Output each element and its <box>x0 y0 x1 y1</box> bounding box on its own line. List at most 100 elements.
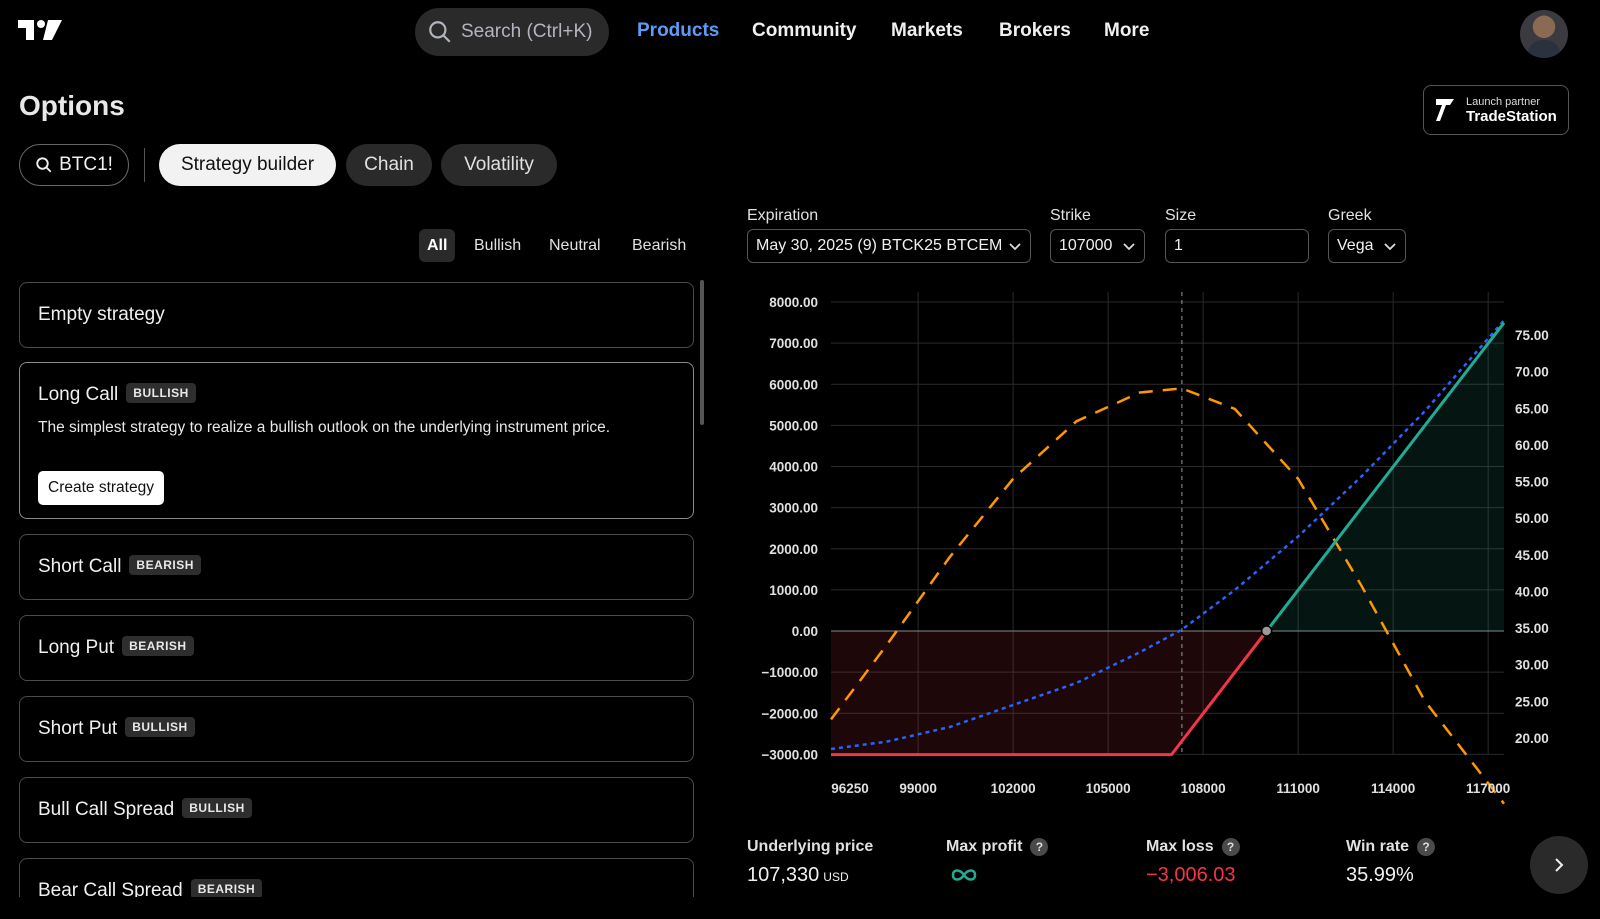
tab-volatility[interactable]: Volatility <box>441 144 557 186</box>
x-axis-tick-label: 105000 <box>1086 781 1131 796</box>
launch-partner-badge[interactable]: Launch partner TradeStation <box>1423 85 1569 135</box>
strategy-card-long-call[interactable]: Long Call BULLISH The simplest strategy t… <box>19 362 694 519</box>
strike-label: Strike <box>1050 207 1091 224</box>
filter-bullish[interactable]: Bullish <box>474 236 522 254</box>
strategy-card-long-put[interactable]: Long Put BEARISH <box>19 615 694 681</box>
left-axis-tick-label: 7000.00 <box>769 336 818 351</box>
right-axis-tick-label: 35.00 <box>1515 621 1549 636</box>
breakeven-point <box>1260 625 1273 637</box>
x-axis-tick-label: 102000 <box>991 781 1036 796</box>
max-profit-value <box>950 866 978 889</box>
nav-markets[interactable]: Markets <box>891 20 963 41</box>
user-avatar[interactable] <box>1520 10 1568 58</box>
symbol-label: BTC1! <box>59 154 113 175</box>
strategy-title: Bull Call Spread <box>38 799 175 820</box>
left-axis-tick-label: 3000.00 <box>769 501 818 516</box>
infinity-icon <box>951 869 977 881</box>
tab-strategy-builder[interactable]: Strategy builder <box>159 144 336 186</box>
help-icon[interactable]: ? <box>1221 838 1240 856</box>
strike-select[interactable]: 107000 <box>1050 229 1145 263</box>
size-input[interactable]: 1 <box>1165 229 1309 263</box>
strategy-card-empty[interactable]: Empty strategy <box>19 282 694 348</box>
search-bar[interactable]: Search (Ctrl+K) <box>415 8 609 56</box>
help-icon[interactable]: ? <box>1030 838 1049 856</box>
expiration-select[interactable]: May 30, 2025 (9) BTCK25 BTCEM <box>747 229 1031 263</box>
partner-caption: Launch partner <box>1466 95 1540 108</box>
strategy-card-short-put[interactable]: Short Put BULLISH <box>19 696 694 762</box>
x-axis-tick-label: 108000 <box>1181 781 1226 796</box>
help-icon[interactable]: ? <box>1416 838 1435 856</box>
tradingview-logo[interactable] <box>18 16 62 46</box>
right-axis-tick-label: 55.00 <box>1515 475 1549 490</box>
max-profit-label: Max profit? <box>946 838 1049 856</box>
strategy-title: Short Put <box>38 718 118 739</box>
strategy-list-scrollbar[interactable] <box>700 280 704 425</box>
left-axis-tick-label: 2000.00 <box>769 542 818 557</box>
right-axis-tick-label: 40.00 <box>1515 584 1549 599</box>
currency-unit: USD <box>823 870 849 884</box>
strike-value: 107000 <box>1059 237 1113 254</box>
x-axis-tick-label: 114000 <box>1371 781 1415 796</box>
right-axis-tick-label: 20.00 <box>1515 731 1549 746</box>
right-axis-tick-label: 50.00 <box>1515 511 1549 526</box>
left-axis-tick-label: −2000.00 <box>761 706 818 721</box>
left-axis-tick-label: 5000.00 <box>769 418 818 433</box>
filter-bearish[interactable]: Bearish <box>632 236 687 254</box>
greek-value: Vega <box>1337 237 1374 254</box>
underlying-price-value: 107,330 USD <box>747 864 849 886</box>
strategy-badge: BEARISH <box>190 879 263 897</box>
filter-all[interactable]: All <box>419 229 456 262</box>
max-loss-value: −3,006.03 <box>1146 864 1236 886</box>
strategy-title: Bear Call Spread <box>38 880 183 897</box>
search-icon <box>36 157 52 173</box>
strategy-card-bull-call-spread[interactable]: Bull Call Spread BULLISH <box>19 777 694 843</box>
strategy-list: Empty strategy Long Call BULLISH The simp… <box>19 280 694 897</box>
strategy-badge: BEARISH <box>122 636 194 656</box>
greek-select[interactable]: Vega <box>1328 229 1406 263</box>
next-button[interactable] <box>1530 836 1588 894</box>
pnl-expiration-profit-line <box>1265 321 1506 632</box>
size-label: Size <box>1165 207 1197 224</box>
strategy-badge: BEARISH <box>129 555 201 575</box>
right-axis-tick-label: 75.00 <box>1515 328 1549 343</box>
strategy-card-short-call[interactable]: Short Call BEARISH <box>19 534 694 600</box>
tradestation-logo-icon <box>1436 99 1454 121</box>
create-strategy-button[interactable]: Create strategy <box>38 471 164 505</box>
left-axis-tick-label: 4000.00 <box>769 460 818 475</box>
nav-products[interactable]: Products <box>637 20 720 41</box>
strategy-badge: BULLISH <box>126 383 196 403</box>
x-axis-tick-label: 111000 <box>1276 781 1320 796</box>
filter-neutral[interactable]: Neutral <box>549 236 601 254</box>
symbol-search-button[interactable]: BTC1! <box>19 144 129 186</box>
size-value: 1 <box>1174 237 1183 254</box>
chevron-down-icon <box>1123 243 1135 251</box>
x-axis-tick-label: 96250 <box>831 781 869 796</box>
page-title: Options <box>19 90 125 121</box>
chevron-down-icon <box>1384 243 1396 251</box>
greek-label: Greek <box>1328 207 1372 224</box>
tab-chain[interactable]: Chain <box>346 144 432 186</box>
underlying-price-label: Underlying price <box>747 838 874 855</box>
strategy-card-bear-call-spread[interactable]: Bear Call Spread BEARISH <box>19 858 694 897</box>
nav-more[interactable]: More <box>1104 20 1150 41</box>
search-icon <box>429 21 451 43</box>
max-loss-label: Max loss? <box>1146 838 1240 856</box>
strategy-badge: BULLISH <box>182 798 252 818</box>
search-placeholder: Search (Ctrl+K) <box>461 21 593 42</box>
vega-line <box>830 319 1505 751</box>
strategy-title: Empty strategy <box>38 304 165 325</box>
win-rate-label: Win rate? <box>1346 838 1435 856</box>
right-axis-tick-label: 30.00 <box>1515 658 1549 673</box>
nav-brokers[interactable]: Brokers <box>999 20 1071 41</box>
expiration-value: May 30, 2025 (9) BTCK25 BTCEM <box>756 237 1003 254</box>
right-axis-tick-label: 70.00 <box>1515 365 1549 380</box>
left-axis-tick-label: 1000.00 <box>769 583 818 598</box>
pnl-expiration-loss-line <box>831 630 1268 757</box>
right-axis-tick-label: 60.00 <box>1515 438 1549 453</box>
chevron-down-icon <box>1009 243 1021 251</box>
expiration-label: Expiration <box>747 207 819 224</box>
strategy-title: Long Call <box>38 384 119 405</box>
nav-community[interactable]: Community <box>752 20 857 41</box>
right-axis-tick-label: 65.00 <box>1515 401 1549 416</box>
